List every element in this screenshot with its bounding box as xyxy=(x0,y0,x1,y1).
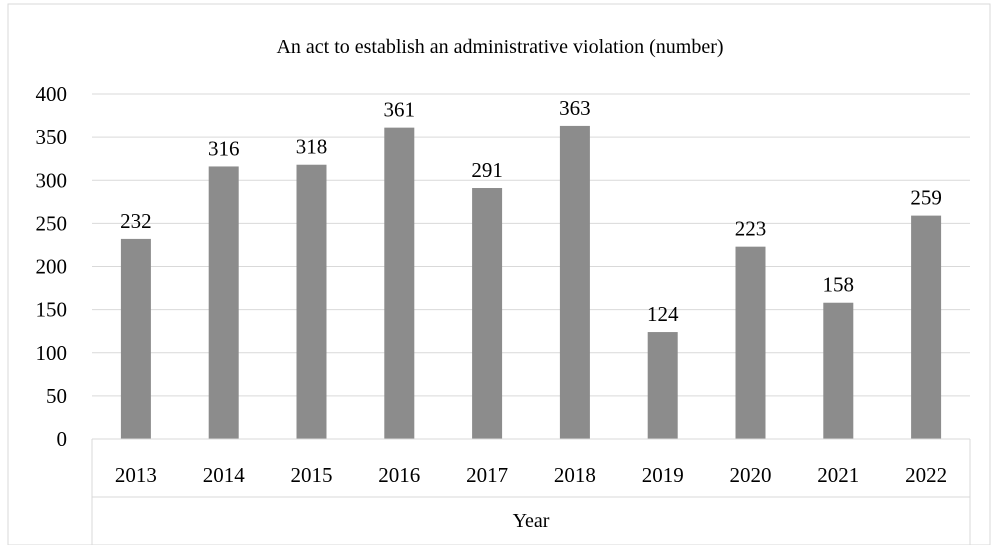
bar xyxy=(647,332,678,439)
x-tick-label: 2016 xyxy=(378,463,420,487)
data-label: 232 xyxy=(120,209,152,233)
y-tick-label: 200 xyxy=(36,255,68,279)
y-tick-label: 400 xyxy=(36,82,68,106)
y-tick-label: 50 xyxy=(46,384,67,408)
data-label: 124 xyxy=(647,302,679,326)
x-tick-label: 2022 xyxy=(905,463,947,487)
data-label: 318 xyxy=(296,135,328,159)
x-tick-label: 2015 xyxy=(291,463,333,487)
x-tick-label: 2013 xyxy=(115,463,157,487)
bar xyxy=(208,166,239,439)
data-label: 223 xyxy=(735,217,767,241)
bar xyxy=(911,215,942,439)
y-tick-label: 350 xyxy=(36,125,68,149)
data-label: 316 xyxy=(208,136,240,160)
y-tick-label: 0 xyxy=(57,427,68,451)
y-tick-label: 100 xyxy=(36,341,68,365)
bar xyxy=(384,127,415,439)
y-tick-label: 150 xyxy=(36,298,68,322)
chart-title: An act to establish an administrative vi… xyxy=(276,36,723,58)
x-tick-label: 2018 xyxy=(554,463,596,487)
x-tick-label: 2021 xyxy=(817,463,859,487)
data-label: 259 xyxy=(910,186,942,210)
bar xyxy=(735,246,766,439)
y-tick-label: 300 xyxy=(36,168,68,192)
x-tick-label: 2019 xyxy=(642,463,684,487)
x-tick-label: 2017 xyxy=(466,463,508,487)
x-tick-label: 2020 xyxy=(730,463,772,487)
bar xyxy=(296,164,327,439)
data-label: 361 xyxy=(384,98,416,122)
bar xyxy=(472,188,503,439)
x-axis-label: Year xyxy=(513,510,550,532)
data-label: 158 xyxy=(823,273,855,297)
x-axis: 2013 2014 2015 2016 2017 2018 2019 2020 2021 2022 xyxy=(91,438,971,545)
data-label: 363 xyxy=(559,96,591,120)
y-axis-ticks: 0 50 100 150 200 250 300 350 400 xyxy=(36,82,68,451)
bar xyxy=(120,238,151,439)
bar xyxy=(559,125,590,439)
data-label: 291 xyxy=(471,158,503,182)
data-labels: 232 316 318 361 291 363 124 223 158 259 xyxy=(120,96,942,326)
bars xyxy=(120,125,942,439)
y-tick-label: 250 xyxy=(36,211,68,235)
x-tick-label: 2014 xyxy=(203,463,246,487)
bar xyxy=(823,302,854,439)
